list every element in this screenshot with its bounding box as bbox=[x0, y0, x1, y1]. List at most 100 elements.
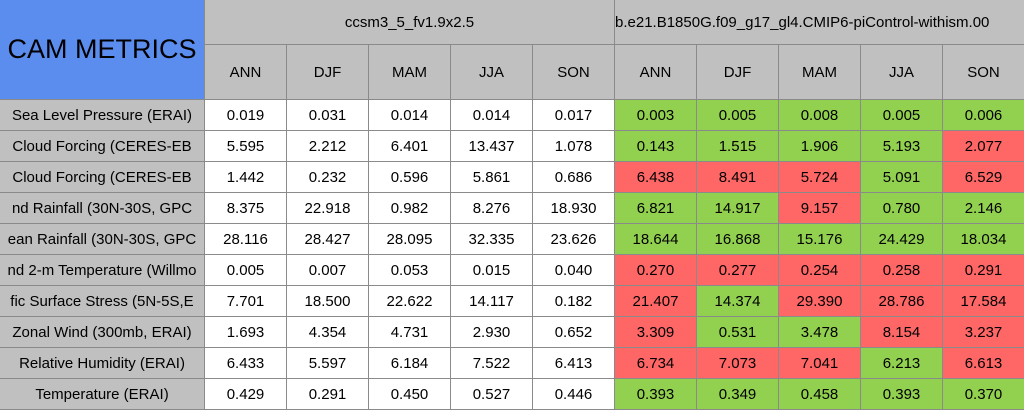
value-cell: 0.005 bbox=[205, 255, 287, 286]
value-cell: 0.015 bbox=[451, 255, 533, 286]
value-cell: 15.176 bbox=[779, 224, 861, 255]
row-label: ean Rainfall (30N-30S, GPC bbox=[0, 224, 205, 255]
value-cell: 17.584 bbox=[943, 286, 1024, 317]
row-label: Relative Humidity (ERAI) bbox=[0, 348, 205, 379]
value-cell: 5.724 bbox=[779, 162, 861, 193]
column-header: JJA bbox=[451, 45, 533, 100]
value-cell: 0.393 bbox=[861, 379, 943, 410]
value-cell: 2.930 bbox=[451, 317, 533, 348]
value-cell: 0.003 bbox=[615, 100, 697, 131]
value-cell: 0.982 bbox=[369, 193, 451, 224]
value-cell: 1.515 bbox=[697, 131, 779, 162]
value-cell: 5.193 bbox=[861, 131, 943, 162]
value-cell: 1.078 bbox=[533, 131, 615, 162]
value-cell: 8.375 bbox=[205, 193, 287, 224]
value-cell: 0.019 bbox=[205, 100, 287, 131]
value-cell: 22.918 bbox=[287, 193, 369, 224]
value-cell: 9.157 bbox=[779, 193, 861, 224]
value-cell: 28.427 bbox=[287, 224, 369, 255]
column-header: DJF bbox=[287, 45, 369, 100]
value-cell: 14.917 bbox=[697, 193, 779, 224]
value-cell: 4.354 bbox=[287, 317, 369, 348]
value-cell: 0.014 bbox=[451, 100, 533, 131]
value-cell: 0.291 bbox=[287, 379, 369, 410]
column-header: JJA bbox=[861, 45, 943, 100]
value-cell: 6.734 bbox=[615, 348, 697, 379]
value-cell: 21.407 bbox=[615, 286, 697, 317]
value-cell: 0.429 bbox=[205, 379, 287, 410]
value-cell: 0.006 bbox=[943, 100, 1024, 131]
value-cell: 0.349 bbox=[697, 379, 779, 410]
value-cell: 0.005 bbox=[861, 100, 943, 131]
value-cell: 0.182 bbox=[533, 286, 615, 317]
value-cell: 6.613 bbox=[943, 348, 1024, 379]
value-cell: 6.529 bbox=[943, 162, 1024, 193]
value-cell: 6.433 bbox=[205, 348, 287, 379]
column-header: DJF bbox=[697, 45, 779, 100]
value-cell: 3.478 bbox=[779, 317, 861, 348]
column-header: ANN bbox=[205, 45, 287, 100]
value-cell: 0.017 bbox=[533, 100, 615, 131]
value-cell: 3.237 bbox=[943, 317, 1024, 348]
column-header: MAM bbox=[369, 45, 451, 100]
value-cell: 7.701 bbox=[205, 286, 287, 317]
value-cell: 6.821 bbox=[615, 193, 697, 224]
value-cell: 0.031 bbox=[287, 100, 369, 131]
value-cell: 3.309 bbox=[615, 317, 697, 348]
value-cell: 0.008 bbox=[779, 100, 861, 131]
value-cell: 0.005 bbox=[697, 100, 779, 131]
value-cell: 6.184 bbox=[369, 348, 451, 379]
row-label: fic Surface Stress (5N-5S,E bbox=[0, 286, 205, 317]
value-cell: 32.335 bbox=[451, 224, 533, 255]
value-cell: 0.686 bbox=[533, 162, 615, 193]
value-cell: 24.429 bbox=[861, 224, 943, 255]
value-cell: 0.370 bbox=[943, 379, 1024, 410]
value-cell: 28.116 bbox=[205, 224, 287, 255]
value-cell: 5.597 bbox=[287, 348, 369, 379]
value-cell: 8.276 bbox=[451, 193, 533, 224]
value-cell: 13.437 bbox=[451, 131, 533, 162]
group-header: b.e21.B1850G.f09_g17_gl4.CMIP6-piControl… bbox=[615, 0, 1024, 45]
value-cell: 0.531 bbox=[697, 317, 779, 348]
row-label: nd 2-m Temperature (Willmo bbox=[0, 255, 205, 286]
value-cell: 5.595 bbox=[205, 131, 287, 162]
value-cell: 0.014 bbox=[369, 100, 451, 131]
value-cell: 8.491 bbox=[697, 162, 779, 193]
value-cell: 7.522 bbox=[451, 348, 533, 379]
value-cell: 14.117 bbox=[451, 286, 533, 317]
column-header: SON bbox=[943, 45, 1024, 100]
value-cell: 0.393 bbox=[615, 379, 697, 410]
value-cell: 0.780 bbox=[861, 193, 943, 224]
value-cell: 2.146 bbox=[943, 193, 1024, 224]
value-cell: 5.861 bbox=[451, 162, 533, 193]
value-cell: 1.442 bbox=[205, 162, 287, 193]
column-header: MAM bbox=[779, 45, 861, 100]
value-cell: 0.007 bbox=[287, 255, 369, 286]
value-cell: 0.254 bbox=[779, 255, 861, 286]
value-cell: 2.077 bbox=[943, 131, 1024, 162]
value-cell: 0.232 bbox=[287, 162, 369, 193]
row-label: Sea Level Pressure (ERAI) bbox=[0, 100, 205, 131]
value-cell: 0.596 bbox=[369, 162, 451, 193]
value-cell: 0.527 bbox=[451, 379, 533, 410]
value-cell: 18.034 bbox=[943, 224, 1024, 255]
value-cell: 22.622 bbox=[369, 286, 451, 317]
row-label: Cloud Forcing (CERES-EB bbox=[0, 162, 205, 193]
row-label: Cloud Forcing (CERES-EB bbox=[0, 131, 205, 162]
value-cell: 1.693 bbox=[205, 317, 287, 348]
value-cell: 7.073 bbox=[697, 348, 779, 379]
column-header: SON bbox=[533, 45, 615, 100]
row-label: Temperature (ERAI) bbox=[0, 379, 205, 410]
value-cell: 14.374 bbox=[697, 286, 779, 317]
value-cell: 0.040 bbox=[533, 255, 615, 286]
value-cell: 2.212 bbox=[287, 131, 369, 162]
value-cell: 0.291 bbox=[943, 255, 1024, 286]
row-label: nd Rainfall (30N-30S, GPC bbox=[0, 193, 205, 224]
column-header: ANN bbox=[615, 45, 697, 100]
value-cell: 0.446 bbox=[533, 379, 615, 410]
value-cell: 6.438 bbox=[615, 162, 697, 193]
value-cell: 18.644 bbox=[615, 224, 697, 255]
group-header: ccsm3_5_fv1.9x2.5 bbox=[205, 0, 615, 45]
value-cell: 0.143 bbox=[615, 131, 697, 162]
